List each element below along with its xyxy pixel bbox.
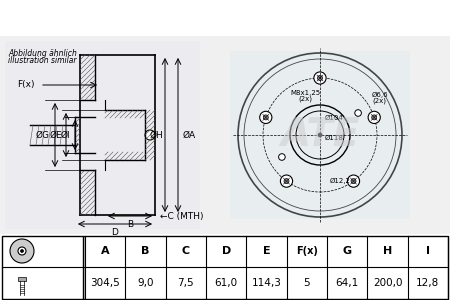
- Text: Abbildung ähnlich: Abbildung ähnlich: [8, 49, 77, 58]
- Circle shape: [347, 175, 360, 187]
- Text: D: D: [112, 228, 118, 237]
- Circle shape: [284, 178, 289, 184]
- Text: C: C: [182, 246, 190, 256]
- Text: I: I: [426, 246, 430, 256]
- Circle shape: [314, 72, 326, 84]
- Text: Ø6,6: Ø6,6: [372, 92, 389, 98]
- Bar: [230, 51, 410, 219]
- Text: 114,3: 114,3: [252, 278, 281, 288]
- Circle shape: [368, 111, 380, 124]
- Text: 5: 5: [303, 278, 310, 288]
- Text: 64,1: 64,1: [336, 278, 359, 288]
- Text: ØE: ØE: [50, 130, 62, 140]
- Text: E: E: [263, 246, 270, 256]
- Text: (2x): (2x): [372, 98, 386, 104]
- Text: Ø118: Ø118: [325, 135, 344, 141]
- Text: 409151: 409151: [284, 8, 364, 28]
- Text: D: D: [221, 246, 231, 256]
- Text: (2x): (2x): [298, 96, 312, 103]
- Circle shape: [263, 115, 268, 120]
- Circle shape: [279, 154, 285, 160]
- Text: B: B: [141, 246, 150, 256]
- Text: 304,5: 304,5: [90, 278, 120, 288]
- Text: 12,8: 12,8: [416, 278, 440, 288]
- Text: M8x1,25: M8x1,25: [290, 90, 320, 96]
- Circle shape: [318, 76, 323, 80]
- Text: illustration similar: illustration similar: [8, 56, 76, 65]
- Bar: [2, 236, 83, 299]
- Text: ØI: ØI: [60, 130, 70, 140]
- Bar: [18, 277, 26, 281]
- Text: H: H: [383, 246, 392, 256]
- Bar: [5, 41, 200, 229]
- Circle shape: [372, 115, 377, 120]
- Text: ØH: ØH: [149, 130, 163, 140]
- Text: Ø12,2: Ø12,2: [330, 178, 351, 184]
- Text: F(x): F(x): [296, 246, 318, 256]
- Circle shape: [145, 130, 155, 140]
- Circle shape: [10, 239, 34, 263]
- Circle shape: [18, 247, 26, 255]
- Text: Ø104: Ø104: [325, 115, 344, 121]
- Text: ØA: ØA: [183, 130, 196, 140]
- Bar: [83, 236, 448, 299]
- Circle shape: [21, 250, 23, 253]
- Text: ØG: ØG: [36, 130, 50, 140]
- Text: 61,0: 61,0: [215, 278, 238, 288]
- Text: ATE: ATE: [280, 116, 360, 154]
- Text: ←C (MTH): ←C (MTH): [160, 212, 203, 220]
- Text: F(x): F(x): [18, 80, 35, 89]
- Text: 7,5: 7,5: [177, 278, 194, 288]
- Text: 9,0: 9,0: [137, 278, 154, 288]
- Circle shape: [260, 111, 272, 124]
- Text: B: B: [127, 220, 133, 229]
- Circle shape: [355, 110, 361, 116]
- Circle shape: [351, 178, 356, 184]
- Text: 24.0109-0151.1: 24.0109-0151.1: [85, 8, 257, 28]
- Circle shape: [280, 175, 293, 187]
- Text: G: G: [342, 246, 352, 256]
- Text: 200,0: 200,0: [373, 278, 402, 288]
- Circle shape: [318, 133, 322, 137]
- Text: A: A: [101, 246, 109, 256]
